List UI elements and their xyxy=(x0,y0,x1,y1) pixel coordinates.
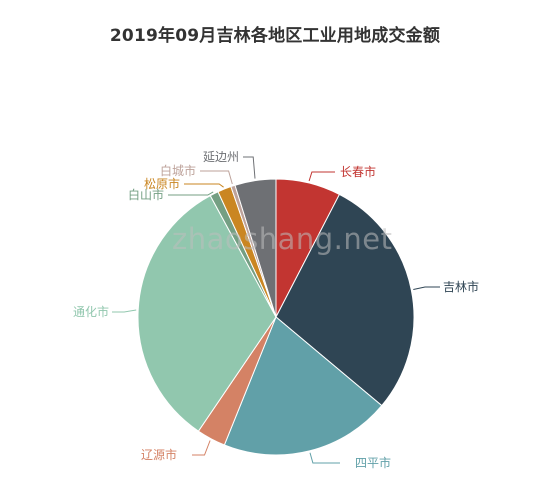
slice-label-8: 白城市 xyxy=(160,163,196,178)
pie-slice-5[interactable] xyxy=(137,194,277,432)
leader-line-4 xyxy=(192,440,211,456)
leader-line-3 xyxy=(309,452,340,464)
pie-slices xyxy=(137,178,415,456)
leader-line-1 xyxy=(308,171,335,182)
slice-label-1: 长春市 xyxy=(340,164,376,179)
pie-slice-3[interactable] xyxy=(223,316,383,456)
slice-label-2: 吉林市 xyxy=(443,279,479,294)
leader-line-8 xyxy=(200,170,233,185)
label-leader-lines xyxy=(112,156,440,464)
slice-label-7: 松原市 xyxy=(144,176,180,191)
pie-slice-2[interactable] xyxy=(275,193,415,407)
chart-title: 2019年09月吉林各地区工业用地成交金额 xyxy=(109,26,441,46)
leader-line-7 xyxy=(184,183,224,188)
leader-line-5 xyxy=(112,309,137,313)
slice-label-6: 白山市 xyxy=(128,187,164,202)
leader-line-2 xyxy=(413,286,440,290)
slice-label-9: 延边州 xyxy=(203,150,239,164)
leader-line-6 xyxy=(168,191,214,196)
watermark-text: zhaoshang.net xyxy=(172,222,393,256)
slice-label-4: 辽源市 xyxy=(141,447,177,462)
leader-line-9 xyxy=(243,156,256,179)
slice-label-5: 通化市 xyxy=(73,304,109,319)
pie-slice-9[interactable] xyxy=(234,178,277,318)
slice-label-3: 四平市 xyxy=(355,455,391,470)
